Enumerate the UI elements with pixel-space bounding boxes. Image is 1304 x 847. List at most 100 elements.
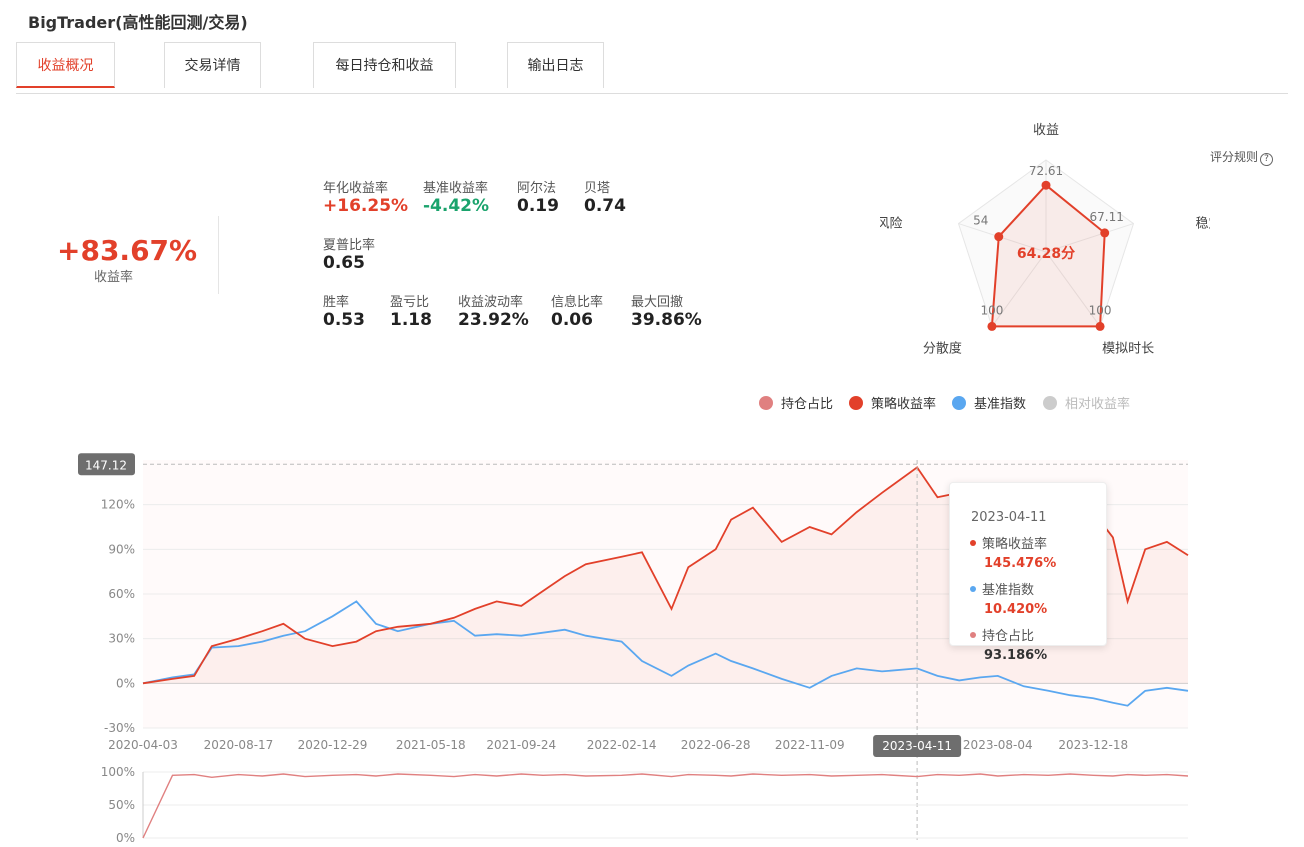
position-y-tick-label: 50% — [108, 798, 135, 812]
radar-point — [994, 232, 1004, 242]
x-tick-label: 2022-06-28 — [681, 738, 751, 752]
radar-axis-value: 100 — [980, 303, 1003, 317]
max-value-label: 147.12 — [85, 458, 127, 472]
y-tick-label: -30% — [104, 721, 135, 735]
x-tick-label: 2023-12-18 — [1058, 738, 1128, 752]
x-tick-label: 2020-04-03 — [108, 738, 178, 752]
crosshair-date-badge — [873, 735, 962, 757]
tooltip-label: 基准指数 — [982, 583, 1035, 598]
metric-label: 年化收益率 — [323, 181, 389, 196]
metric-annual-return: 年化收益率 +16.25% — [323, 177, 408, 216]
radar-point — [1100, 228, 1110, 238]
score-rule-label: 评分规则 — [1210, 150, 1259, 164]
tooltip-dot — [970, 632, 976, 638]
legend-dot — [1043, 396, 1057, 410]
radar-axis-value: 67.11 — [1090, 210, 1124, 224]
tab-overview[interactable]: 收益概况 — [16, 42, 115, 88]
tooltip-dot — [970, 540, 976, 546]
app-title: BigTrader(高性能回测/交易) — [28, 13, 248, 32]
metric-label: 夏普比率 — [323, 238, 376, 253]
radar-point — [1041, 180, 1051, 190]
radar-axis-line — [1045, 223, 1134, 253]
metric-value: 0.74 — [584, 196, 626, 216]
radar-point — [987, 321, 997, 331]
metric-label: 盈亏比 — [390, 295, 430, 310]
legend-label: 基准指数 — [974, 397, 1027, 412]
position-y-tick-label: 0% — [116, 831, 135, 845]
metric-value: +16.25% — [323, 196, 409, 216]
x-tick-label: 2020-08-17 — [204, 738, 274, 752]
metric-value: 0.53 — [323, 310, 365, 330]
metric-value: 23.92% — [458, 310, 529, 330]
tab-bar: 收益概况 交易详情 每日持仓和收益 输出日志 — [16, 42, 1288, 94]
help-icon: ? — [1260, 153, 1274, 166]
legend-label: 策略收益率 — [871, 397, 937, 412]
tooltip-row-strategy: 策略收益率 — [970, 533, 1047, 552]
y-tick-label: 0% — [116, 676, 135, 690]
radar-axis-value: 54 — [973, 214, 988, 228]
metric-value: 1.18 — [390, 310, 432, 330]
x-tick-label: 2022-02-14 — [587, 738, 657, 752]
summary-divider — [218, 216, 219, 294]
score-rule-link[interactable]: 评分规则? — [1210, 148, 1274, 166]
radar-axis-name: 稳定性 — [1195, 216, 1210, 232]
metric-value: -4.42% — [423, 196, 490, 216]
radar-axis-name: 分散度 — [923, 340, 962, 356]
metric-benchmark-return: 基准收益率 -4.42% — [423, 177, 489, 216]
legend-position-ratio[interactable]: 持仓占比 — [759, 393, 833, 412]
metric-value: 0.06 — [551, 310, 593, 330]
metric-label: 信息比率 — [551, 295, 604, 310]
legend-strategy-return[interactable]: 策略收益率 — [849, 393, 936, 412]
x-tick-label: 2021-09-24 — [486, 738, 556, 752]
total-return-label: 收益率 — [94, 270, 134, 285]
radar-axis-value: 72.61 — [1029, 164, 1063, 178]
legend-dot — [952, 396, 966, 410]
y-tick-label: 90% — [108, 542, 135, 556]
max-value-badge — [78, 453, 135, 476]
radar-axis-value: 100 — [1089, 303, 1112, 317]
tooltip-value-strategy: 145.476% — [984, 556, 1057, 571]
tooltip-value-benchmark: 10.420% — [984, 602, 1048, 617]
metric-label: 收益波动率 — [458, 295, 524, 310]
radar-value-area — [990, 183, 1106, 328]
tooltip-date: 2023-04-11 — [971, 510, 1047, 525]
metric-sharpe: 夏普比率 0.65 — [323, 234, 375, 273]
metric-label: 最大回撤 — [631, 295, 684, 310]
tab-trade-details[interactable]: 交易详情 — [164, 42, 261, 88]
crosshair-date-label: 2023-04-11 — [882, 739, 952, 753]
benchmark-line — [142, 600, 1189, 707]
x-tick-label: 2021-05-18 — [396, 738, 466, 752]
tab-output-log[interactable]: 输出日志 — [507, 42, 604, 88]
returns-line-chart[interactable]: 120% 90% 60% 30% 0% -30% 147.12 2020-04-03 2020-… — [0, 440, 1304, 847]
metric-win-rate: 胜率 0.53 — [323, 291, 365, 330]
legend-relative-return[interactable]: 相对收益率 — [1043, 393, 1130, 412]
metric-max-drawdown: 最大回撤 39.86% — [631, 291, 702, 330]
tooltip-label: 策略收益率 — [982, 537, 1048, 552]
radar-axis-name: 收益 — [1033, 123, 1059, 138]
metric-info-ratio: 信息比率 0.06 — [551, 291, 603, 330]
radar-total-score: 64.28分 — [1017, 246, 1075, 262]
x-tick-label: 2023-08-04 — [963, 738, 1033, 752]
x-tick-label: 2022-11-09 — [775, 738, 845, 752]
y-tick-label: 120% — [101, 498, 135, 512]
metric-volatility: 收益波动率 23.92% — [458, 291, 529, 330]
metric-label: 阿尔法 — [517, 181, 557, 196]
radar-point — [1095, 321, 1105, 331]
metric-label: 基准收益率 — [423, 181, 489, 196]
radar-axis-line — [1045, 251, 1101, 327]
legend-dot — [849, 396, 863, 410]
tooltip-row-position: 持仓占比 — [970, 625, 1034, 644]
tab-daily-positions[interactable]: 每日持仓和收益 — [313, 42, 456, 88]
tooltip-label: 持仓占比 — [982, 629, 1035, 644]
metric-value: 0.19 — [517, 196, 559, 216]
y-tick-label: 60% — [108, 587, 135, 601]
total-return-value: +83.67% — [57, 234, 198, 267]
metric-value: 0.65 — [323, 253, 365, 273]
x-tick-label: 2020-12-29 — [298, 738, 368, 752]
radar-axis-name: 抗风险 — [880, 217, 903, 232]
chart-tooltip: 2023-04-11 策略收益率 145.476% 基准指数 10.420% 持… — [949, 482, 1107, 663]
radar-axis-line — [991, 251, 1047, 327]
legend-benchmark[interactable]: 基准指数 — [952, 393, 1026, 412]
metric-profit-loss-ratio: 盈亏比 1.18 — [390, 291, 432, 330]
metric-value: 39.86% — [631, 310, 702, 330]
